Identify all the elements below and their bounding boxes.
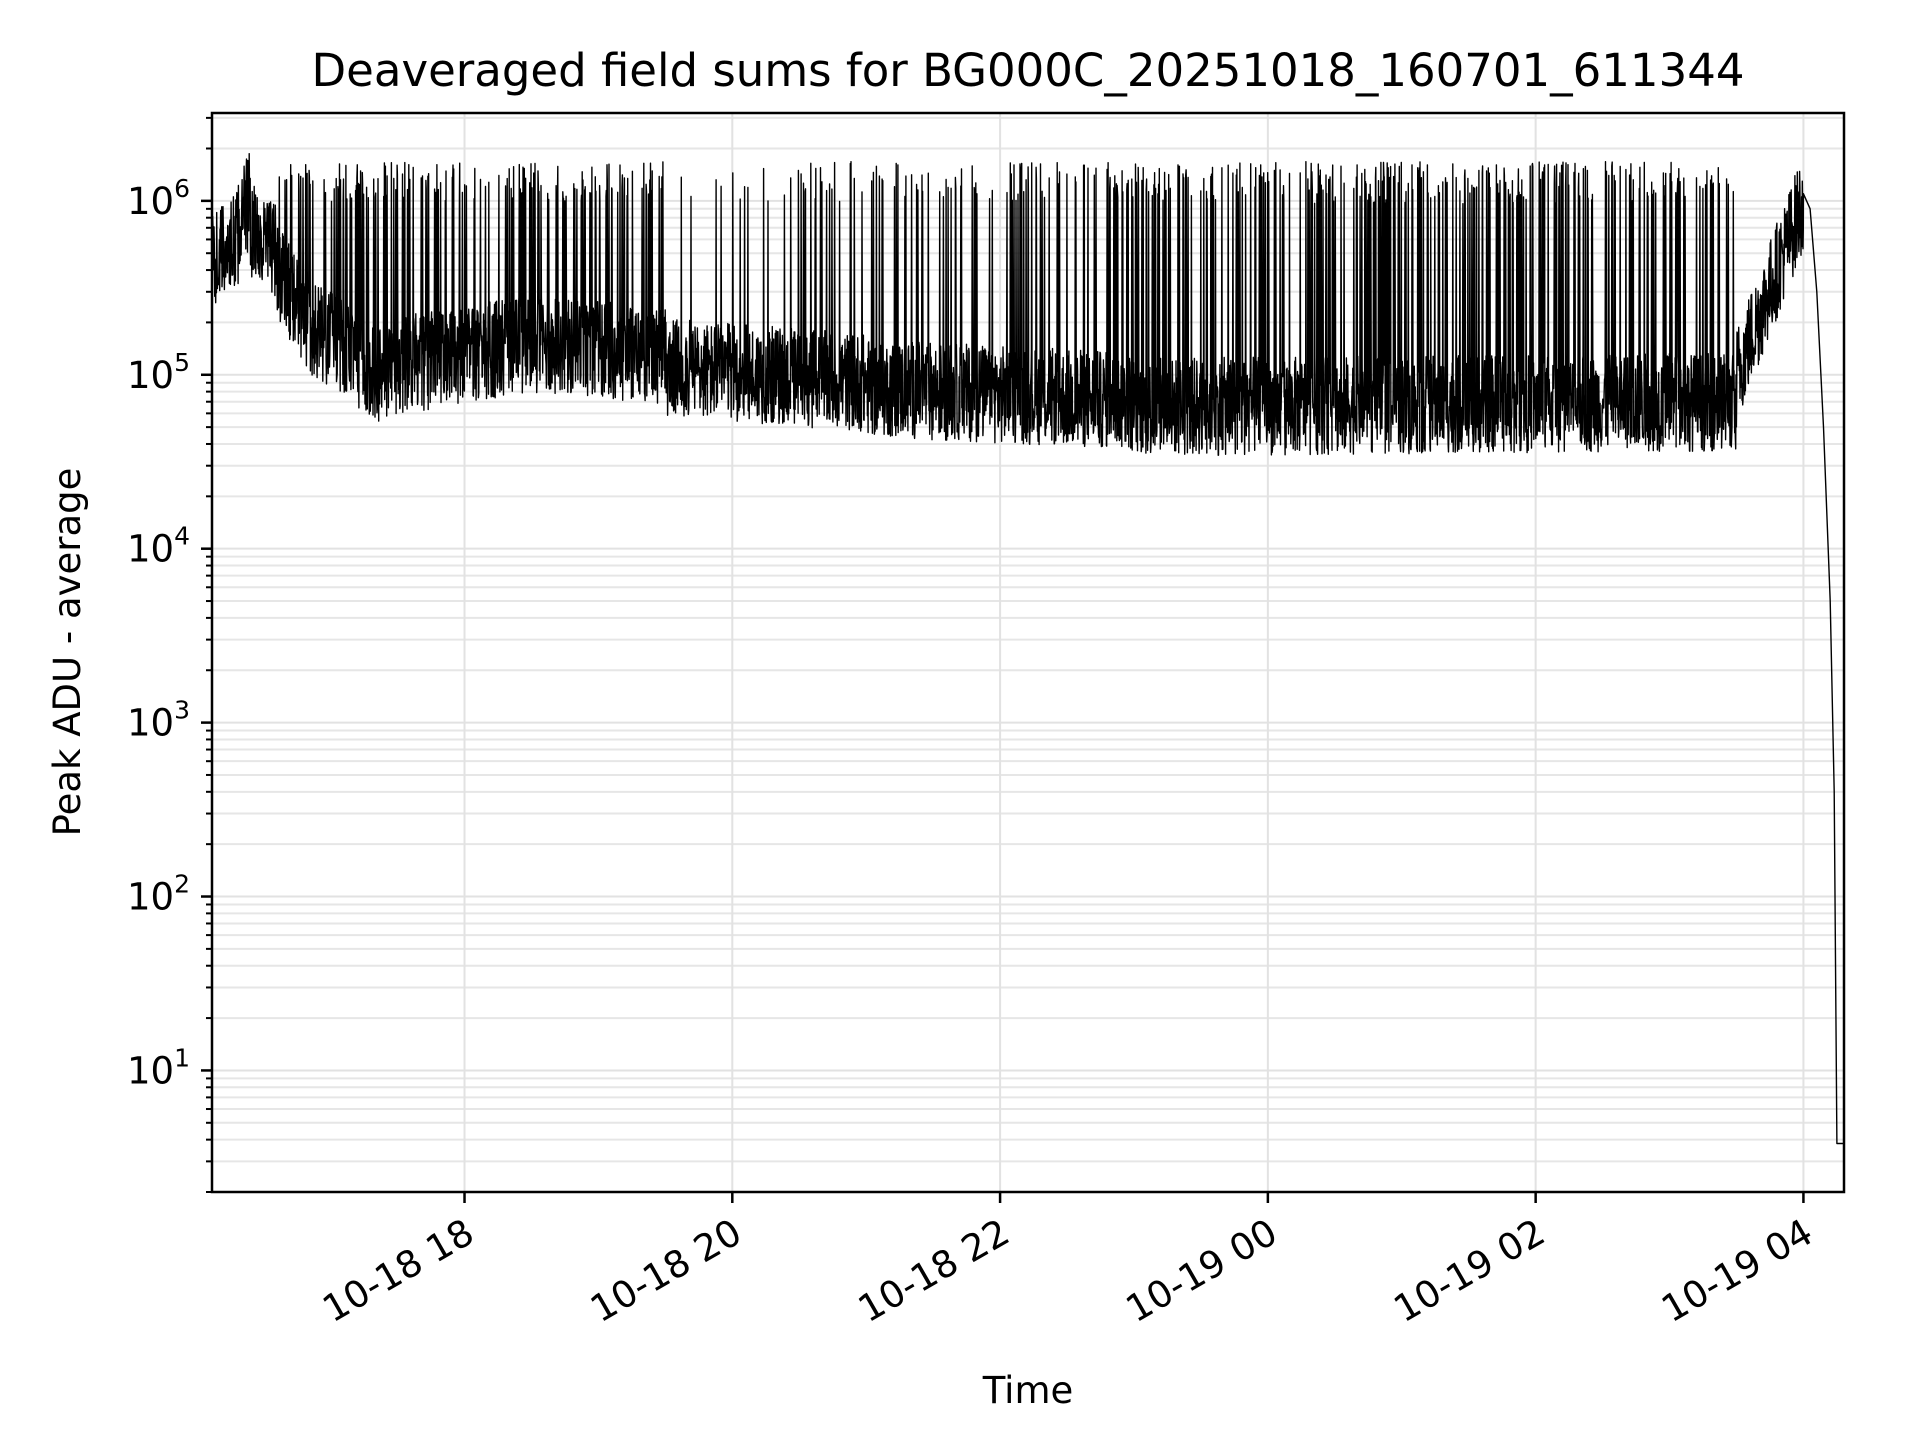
y-tick-exponent: 6 bbox=[174, 174, 190, 203]
y-tick-label: 105 bbox=[127, 348, 190, 397]
y-tick-exponent: 2 bbox=[174, 870, 190, 899]
y-tick-label: 102 bbox=[127, 870, 190, 919]
chart-title: Deaveraged field sums for BG000C_2025101… bbox=[312, 44, 1745, 97]
y-tick-label: 104 bbox=[127, 522, 190, 571]
y-tick-label: 101 bbox=[127, 1043, 190, 1092]
minor-grid bbox=[212, 116, 1844, 1193]
y-tick-exponent: 4 bbox=[174, 522, 190, 551]
plot-frame bbox=[210, 111, 1846, 1194]
y-tick-exponent: 1 bbox=[174, 1043, 190, 1072]
series-line bbox=[211, 153, 1844, 1145]
y-tick-exponent: 3 bbox=[174, 696, 190, 725]
x-axis-label: Time bbox=[982, 1369, 1074, 1412]
y-tick-base: 10 bbox=[127, 702, 174, 745]
y-tick-exponent: 5 bbox=[174, 348, 190, 377]
y-tick-base: 10 bbox=[127, 876, 174, 919]
y-tick-label: 103 bbox=[127, 696, 190, 745]
y-tick-base: 10 bbox=[127, 528, 174, 571]
y-axis-label: Peak ADU - average bbox=[46, 468, 89, 837]
y-tick-base: 10 bbox=[127, 180, 174, 223]
series-layer bbox=[211, 153, 1844, 1145]
y-tick-base: 10 bbox=[127, 1049, 174, 1092]
y-tick-base: 10 bbox=[127, 354, 174, 397]
y-tick-label: 106 bbox=[127, 174, 190, 223]
